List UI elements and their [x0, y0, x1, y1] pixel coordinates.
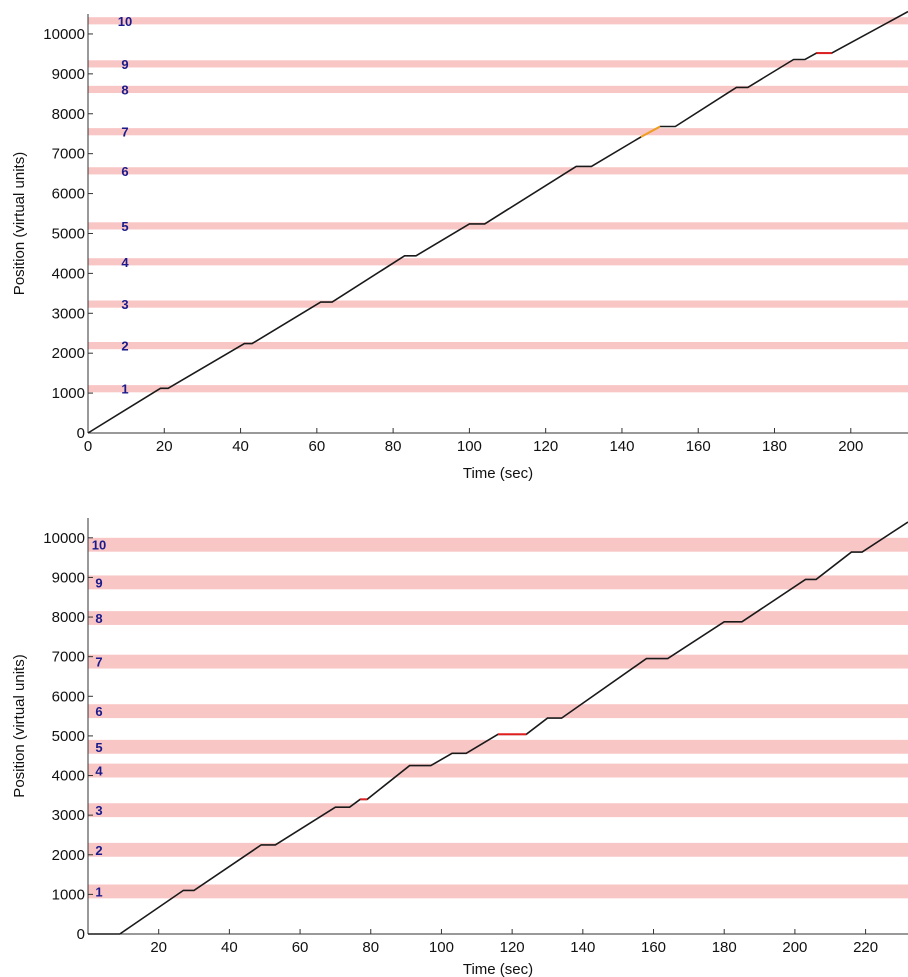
- chart2-y-axis-label: Position (virtual units): [11, 654, 28, 797]
- chart2-zone-band-8: [88, 611, 908, 625]
- chart1-y-tick-label: 5000: [52, 225, 85, 242]
- chart2-zone-label-4: 4: [95, 764, 103, 779]
- chart2-zone-label-8: 8: [95, 611, 102, 626]
- chart2-y-tick-label: 9000: [52, 569, 85, 586]
- chart1-y-axis-label: Position (virtual units): [11, 152, 28, 295]
- chart1-zone-band-1: [88, 385, 908, 393]
- chart1-y-tick-label: 9000: [52, 66, 85, 83]
- chart1-x-axis-label: Time (sec): [463, 465, 533, 482]
- chart1-zone-band-6: [88, 167, 908, 175]
- chart2-zone-band-1: [88, 884, 908, 899]
- chart1-x-tick-label: 160: [686, 438, 711, 455]
- chart1-x-tick-label: 20: [156, 438, 173, 455]
- chart2-y-tick-label: 10000: [43, 530, 85, 547]
- chart2-y-tick-label: 5000: [52, 728, 85, 745]
- chart1-y-tick-label: 0: [77, 425, 85, 442]
- chart1-zone-band-7: [88, 128, 908, 136]
- chart1-zone-band-10: [88, 17, 908, 25]
- chart1-x-tick-label: 180: [762, 438, 787, 455]
- chart2-zone-band-2: [88, 842, 908, 857]
- chart1-series-line-1: [87, 10, 908, 434]
- chart1-zone-band-2: [88, 342, 908, 350]
- chart1-zone-label-5: 5: [121, 219, 128, 234]
- chart2-x-tick-label: 20: [150, 939, 167, 956]
- chart2-x-tick-label: 180: [712, 939, 737, 956]
- chart2-y-tick-label: 2000: [52, 847, 85, 864]
- chart1-x-tick-label: 40: [232, 438, 249, 455]
- chart1-zone-band-9: [88, 60, 908, 68]
- chart2-x-tick-label: 60: [292, 939, 309, 956]
- chart1-zone-band-3: [88, 300, 908, 308]
- chart2-y-tick-label: 8000: [52, 609, 85, 626]
- chart2-zone-label-9: 9: [95, 575, 102, 590]
- chart2-x-tick-label: 100: [429, 939, 454, 956]
- chart2-zone-label-2: 2: [95, 843, 102, 858]
- chart2-zone-label-10: 10: [92, 538, 106, 553]
- chart1-zone-label-9: 9: [121, 57, 128, 72]
- chart1-x-tick-label: 100: [457, 438, 482, 455]
- chart1-zone-label-7: 7: [121, 125, 128, 140]
- chart1-x-tick-label: 80: [385, 438, 402, 455]
- chart2-x-tick-label: 120: [500, 939, 525, 956]
- chart1-zone-label-8: 8: [121, 82, 128, 97]
- chart1-zone-label-10: 10: [118, 14, 132, 29]
- chart1-y-tick-label: 4000: [52, 265, 85, 282]
- chart2-zone-band-5: [88, 739, 908, 754]
- chart2-series-line-1: [88, 521, 908, 935]
- chart1-y-tick-label: 2000: [52, 345, 85, 362]
- chart1-x-tick-label: 120: [533, 438, 558, 455]
- chart2-zone-label-7: 7: [95, 655, 102, 670]
- chart2-zone-label-6: 6: [95, 704, 102, 719]
- chart2-x-tick-label: 200: [782, 939, 807, 956]
- chart1-zone-label-1: 1: [121, 382, 128, 397]
- chart2-y-tick-label: 6000: [52, 688, 85, 705]
- chart2-zone-band-6: [88, 704, 908, 719]
- chart2-x-tick-label: 80: [362, 939, 379, 956]
- chart1-y-tick-label: 6000: [52, 186, 85, 203]
- chart2-x-tick-label: 220: [853, 939, 878, 956]
- chart2-zone-band-4: [88, 763, 908, 778]
- chart2-zone-label-3: 3: [95, 803, 102, 818]
- chart1-zone-label-4: 4: [121, 255, 129, 270]
- chart1-y-tick-label: 3000: [52, 305, 85, 322]
- chart2-zone-band-9: [88, 575, 908, 590]
- chart1-x-tick-label: 60: [308, 438, 325, 455]
- chart1-zone-band-8: [88, 85, 908, 94]
- chart2-x-tick-label: 40: [221, 939, 238, 956]
- chart2-x-tick-label: 160: [641, 939, 666, 956]
- chart2-y-tick-label: 7000: [52, 649, 85, 666]
- chart2-zone-band-10: [88, 537, 908, 552]
- chart1-zone-label-6: 6: [121, 164, 128, 179]
- chart1-zone-label-3: 3: [121, 297, 128, 312]
- chart2-zone-band-3: [88, 803, 908, 818]
- chart2-y-tick-label: 1000: [52, 886, 85, 903]
- chart1-y-tick-label: 1000: [52, 385, 85, 402]
- chart1-zone-band-4: [88, 258, 908, 266]
- chart1-y-tick-label: 10000: [43, 26, 85, 43]
- chart2-x-tick-label: 140: [570, 939, 595, 956]
- chart1-zone-label-2: 2: [121, 339, 128, 354]
- chart1-x-tick-label: 140: [609, 438, 634, 455]
- chart2-zone-label-5: 5: [95, 740, 102, 755]
- chart1-y-tick-label: 7000: [52, 146, 85, 163]
- chart1-x-tick-label: 0: [84, 438, 92, 455]
- chart1-zone-band-5: [88, 222, 908, 230]
- chart1-x-tick-label: 200: [838, 438, 863, 455]
- chart2-zone-band-7: [88, 654, 908, 669]
- chart2-y-tick-label: 3000: [52, 807, 85, 824]
- chart2-y-tick-label: 4000: [52, 768, 85, 785]
- chart2-y-tick-label: 0: [77, 926, 85, 943]
- chart2-zone-label-1: 1: [95, 884, 102, 899]
- chart1-highlight-segment-1: [640, 125, 661, 138]
- chart1-y-tick-label: 8000: [52, 106, 85, 123]
- chart2-x-axis-label: Time (sec): [463, 961, 533, 977]
